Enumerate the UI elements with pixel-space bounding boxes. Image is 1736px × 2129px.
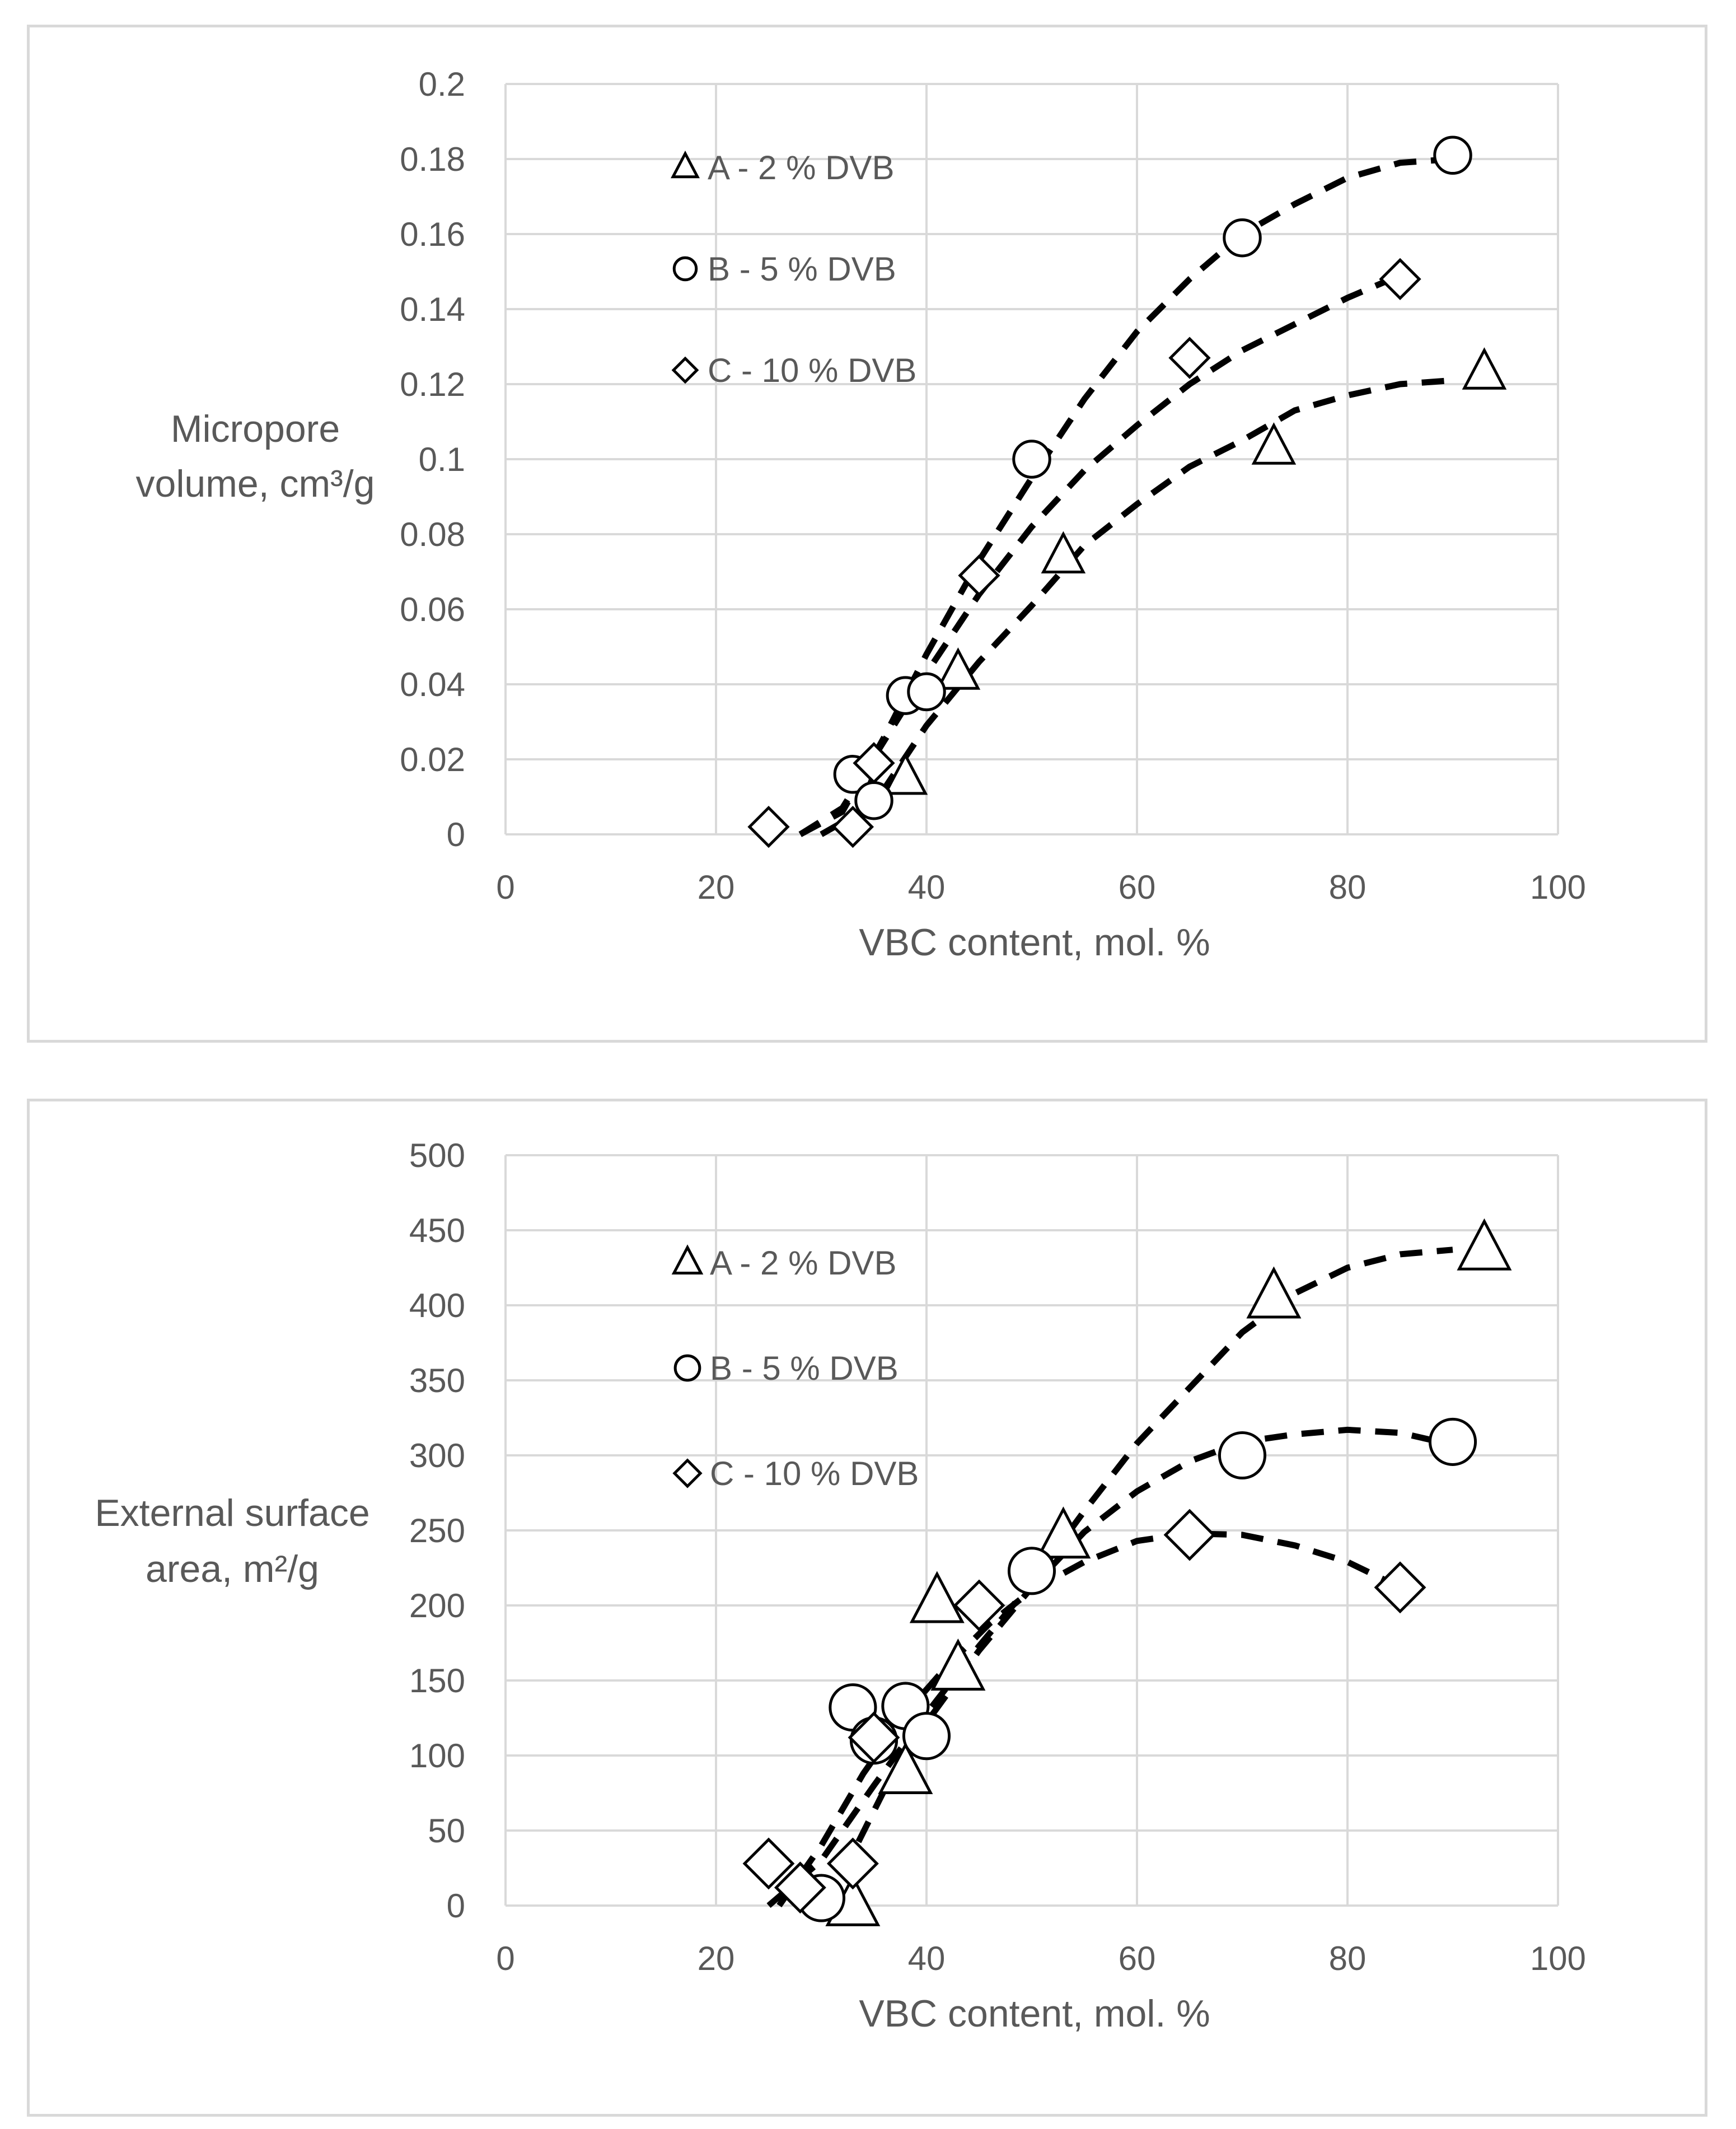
micropore-volume-chart-panel: 0 0.02 0.04 0.06 0.08 0.1 0.12 0.14 0.16 0.18 0.2 … — [27, 25, 1707, 1043]
x-tick-label: 0 — [496, 869, 514, 906]
circle-data-point — [1428, 1417, 1477, 1466]
x-tick-label: 100 — [1530, 1940, 1586, 1977]
circle-trendline — [798, 156, 1453, 837]
circle-data-point — [1433, 136, 1472, 175]
y-tick-label: 0.04 — [400, 666, 465, 703]
y-tick-label: 350 — [409, 1362, 465, 1399]
triangle-data-point — [1041, 531, 1086, 574]
y-tick-label: 50 — [428, 1812, 465, 1850]
triangle-trendline — [766, 1246, 1453, 1908]
triangle-trendline — [820, 377, 1453, 837]
legend-label: A - 2 % DVB — [708, 149, 894, 186]
circle-data-point — [902, 1712, 951, 1761]
diamond-data-point — [853, 742, 895, 785]
x-tick-label: 60 — [1119, 1940, 1156, 1977]
y-axis-title-line-1: External surface — [95, 1492, 369, 1534]
y-tick-label: 200 — [409, 1587, 465, 1624]
y-axis-title-line-2: volume, cm³/g — [136, 463, 375, 505]
diamond-data-point — [848, 1711, 900, 1764]
legend-label: B - 5 % DVB — [710, 1350, 899, 1387]
x-axis-title: VBC content, mol. % — [859, 921, 1210, 964]
triangle-data-point — [878, 1742, 933, 1795]
diamond-trendline — [798, 272, 1402, 837]
y-tick-label: 0.12 — [400, 366, 465, 403]
y-axis-title-line-2: area, m²/g — [146, 1548, 319, 1590]
x-tick-label: 100 — [1530, 869, 1586, 906]
y-tick-label: 0.2 — [419, 66, 465, 103]
y-tick-label: 250 — [409, 1512, 465, 1549]
legend-triangle-icon — [671, 1244, 704, 1275]
circle-data-point — [1007, 1547, 1056, 1595]
diamond-data-point — [774, 1861, 826, 1914]
circle-data-point — [1223, 218, 1262, 258]
diamond-data-point — [1163, 1509, 1216, 1561]
diamond-data-point — [1168, 337, 1211, 379]
y-tick-label: 100 — [409, 1737, 465, 1775]
y-tick-label: 150 — [409, 1662, 465, 1700]
x-tick-label: 0 — [496, 1940, 514, 1977]
triangle-data-point — [935, 647, 981, 690]
diamond-data-point — [958, 554, 1000, 597]
triangle-data-point — [909, 1571, 965, 1623]
triangle-data-point — [1462, 347, 1507, 390]
x-tick-label: 80 — [1329, 1940, 1367, 1977]
y-axis-title-line-1: Micropore — [171, 408, 340, 450]
y-tick-label: 0.16 — [400, 216, 465, 253]
legend-label: B - 5 % DVB — [708, 250, 896, 288]
legend-diamond-icon — [672, 1458, 703, 1488]
legend-circle-icon — [672, 256, 698, 282]
y-tick-label: 0.1 — [419, 441, 465, 478]
circle-data-point — [907, 672, 946, 712]
legend-circle-icon — [673, 1354, 701, 1382]
diamond-data-point — [953, 1579, 1005, 1632]
circle-data-point — [1012, 440, 1051, 479]
triangle-data-point — [930, 1638, 986, 1691]
y-tick-label: 0 — [447, 816, 465, 853]
triangle-data-point — [883, 752, 928, 795]
y-tick-label: 0.14 — [400, 291, 465, 328]
y-tick-label: 0.18 — [400, 141, 465, 178]
y-tick-label: 400 — [409, 1287, 465, 1324]
diamond-data-point — [1379, 258, 1421, 301]
triangle-data-point — [1036, 1506, 1091, 1559]
diamond-data-point — [747, 805, 790, 848]
y-tick-label: 0.08 — [400, 516, 465, 553]
circle-data-point — [1218, 1431, 1267, 1480]
y-tick-label: 0 — [447, 1887, 465, 1925]
y-tick-label: 0.02 — [400, 741, 465, 778]
x-tick-label: 40 — [908, 869, 946, 906]
micropore-volume-chart: 00.020.040.060.080.10.120.140.160.180.2 … — [136, 66, 1587, 964]
external-surface-area-chart-panel: 0 50 100 150 200 250 300 350 400 450 500 0 20 40 60 80… — [27, 1099, 1707, 2117]
x-tick-label: 40 — [908, 1940, 946, 1977]
triangle-data-point — [1246, 1266, 1302, 1319]
diamond-data-point — [742, 1837, 795, 1890]
y-tick-label: 0.06 — [400, 591, 465, 628]
circle-data-point — [854, 781, 893, 820]
x-axis-title: VBC content, mol. % — [859, 1992, 1210, 2035]
legend-triangle-icon — [671, 150, 700, 179]
legend-label: C - 10 % DVB — [708, 352, 916, 389]
diamond-data-point — [831, 805, 874, 848]
triangle-data-point — [1251, 422, 1297, 465]
triangle-data-point — [1457, 1218, 1512, 1271]
external-surface-area-chart: 0 50 100 150 200 250 300 350 400 450 500 0 20 40 60 80… — [95, 1137, 1586, 2035]
x-tick-label: 80 — [1329, 869, 1367, 906]
y-tick-label: 500 — [409, 1137, 465, 1174]
x-tick-label: 60 — [1119, 869, 1156, 906]
diamond-data-point — [1374, 1561, 1426, 1614]
legend-label: A - 2 % DVB — [710, 1244, 896, 1282]
y-tick-label: 450 — [409, 1212, 465, 1249]
x-tick-label: 20 — [698, 1940, 735, 1977]
x-tick-label: 20 — [698, 869, 735, 906]
circle-trendline — [818, 1426, 1454, 1907]
y-tick-label: 300 — [409, 1437, 465, 1474]
legend-label: C - 10 % DVB — [710, 1455, 919, 1492]
legend-diamond-icon — [671, 356, 699, 384]
diamond-data-point — [826, 1837, 879, 1890]
